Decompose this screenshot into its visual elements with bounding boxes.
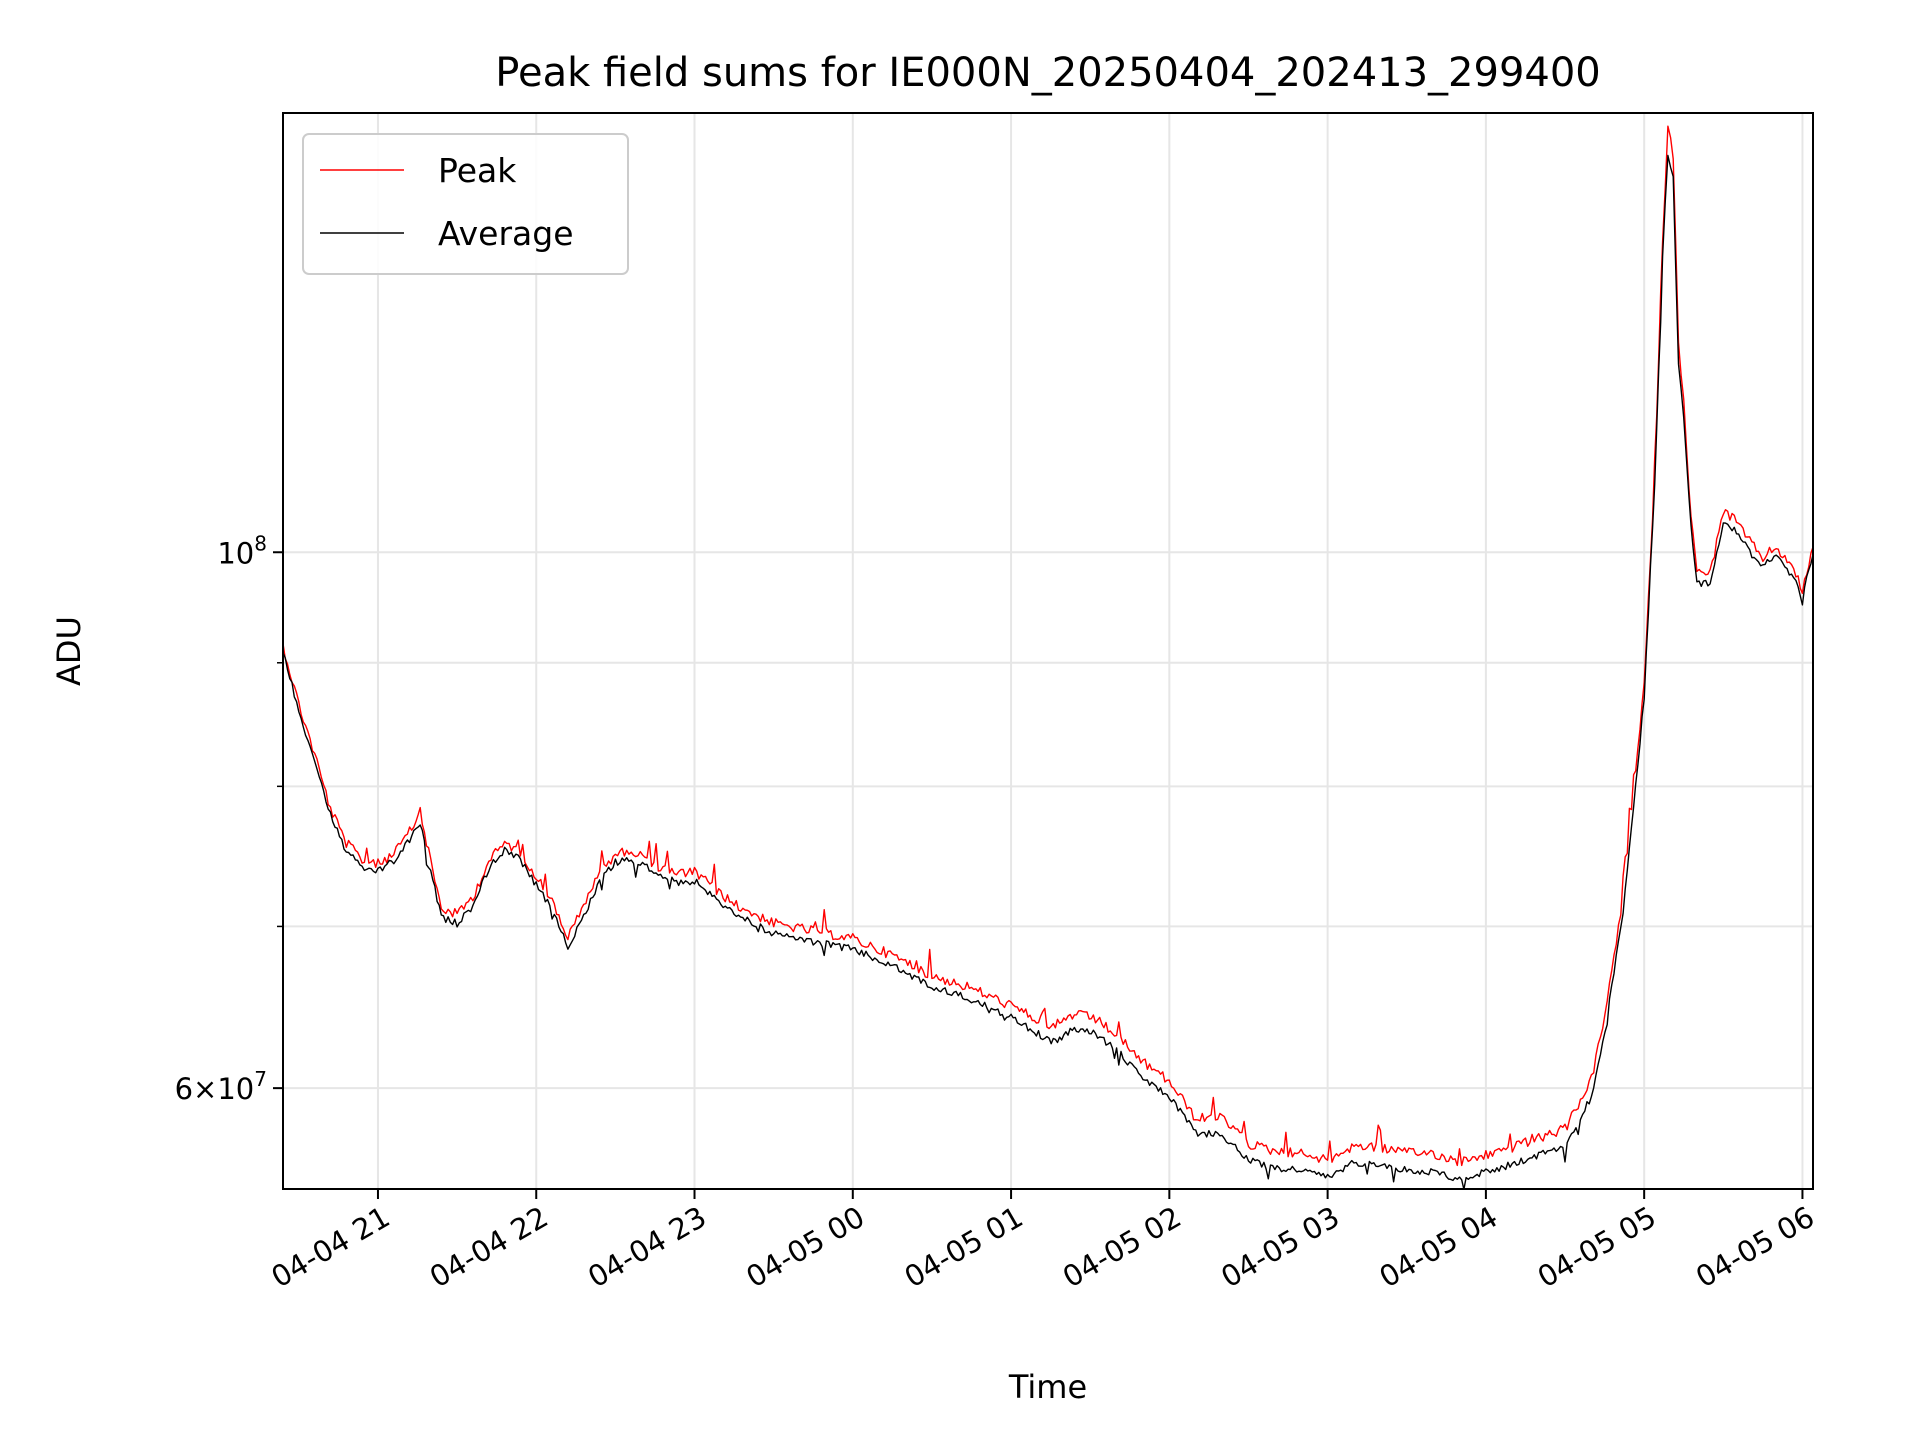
series-line-average: [283, 154, 1813, 1189]
plot-frame: [282, 112, 1814, 1190]
y-axis-label: ADU: [50, 616, 88, 686]
series-line-peak: [283, 125, 1813, 1167]
series-group: [283, 125, 1813, 1189]
legend-label-peak: Peak: [438, 151, 517, 190]
x-axis-label: Time: [1008, 1368, 1087, 1406]
legend[interactable]: Peak Average: [302, 133, 629, 275]
grid: [283, 113, 1813, 1189]
legend-label-average: Average: [438, 214, 574, 253]
legend-box: [302, 133, 629, 275]
chart-title: Peak field sums for IE000N_20250404_2024…: [495, 50, 1600, 96]
y-axis: 108 6×107: [175, 531, 283, 1106]
y-tick-label: 108: [217, 531, 267, 570]
y-tick-label: 6×107: [175, 1067, 267, 1106]
